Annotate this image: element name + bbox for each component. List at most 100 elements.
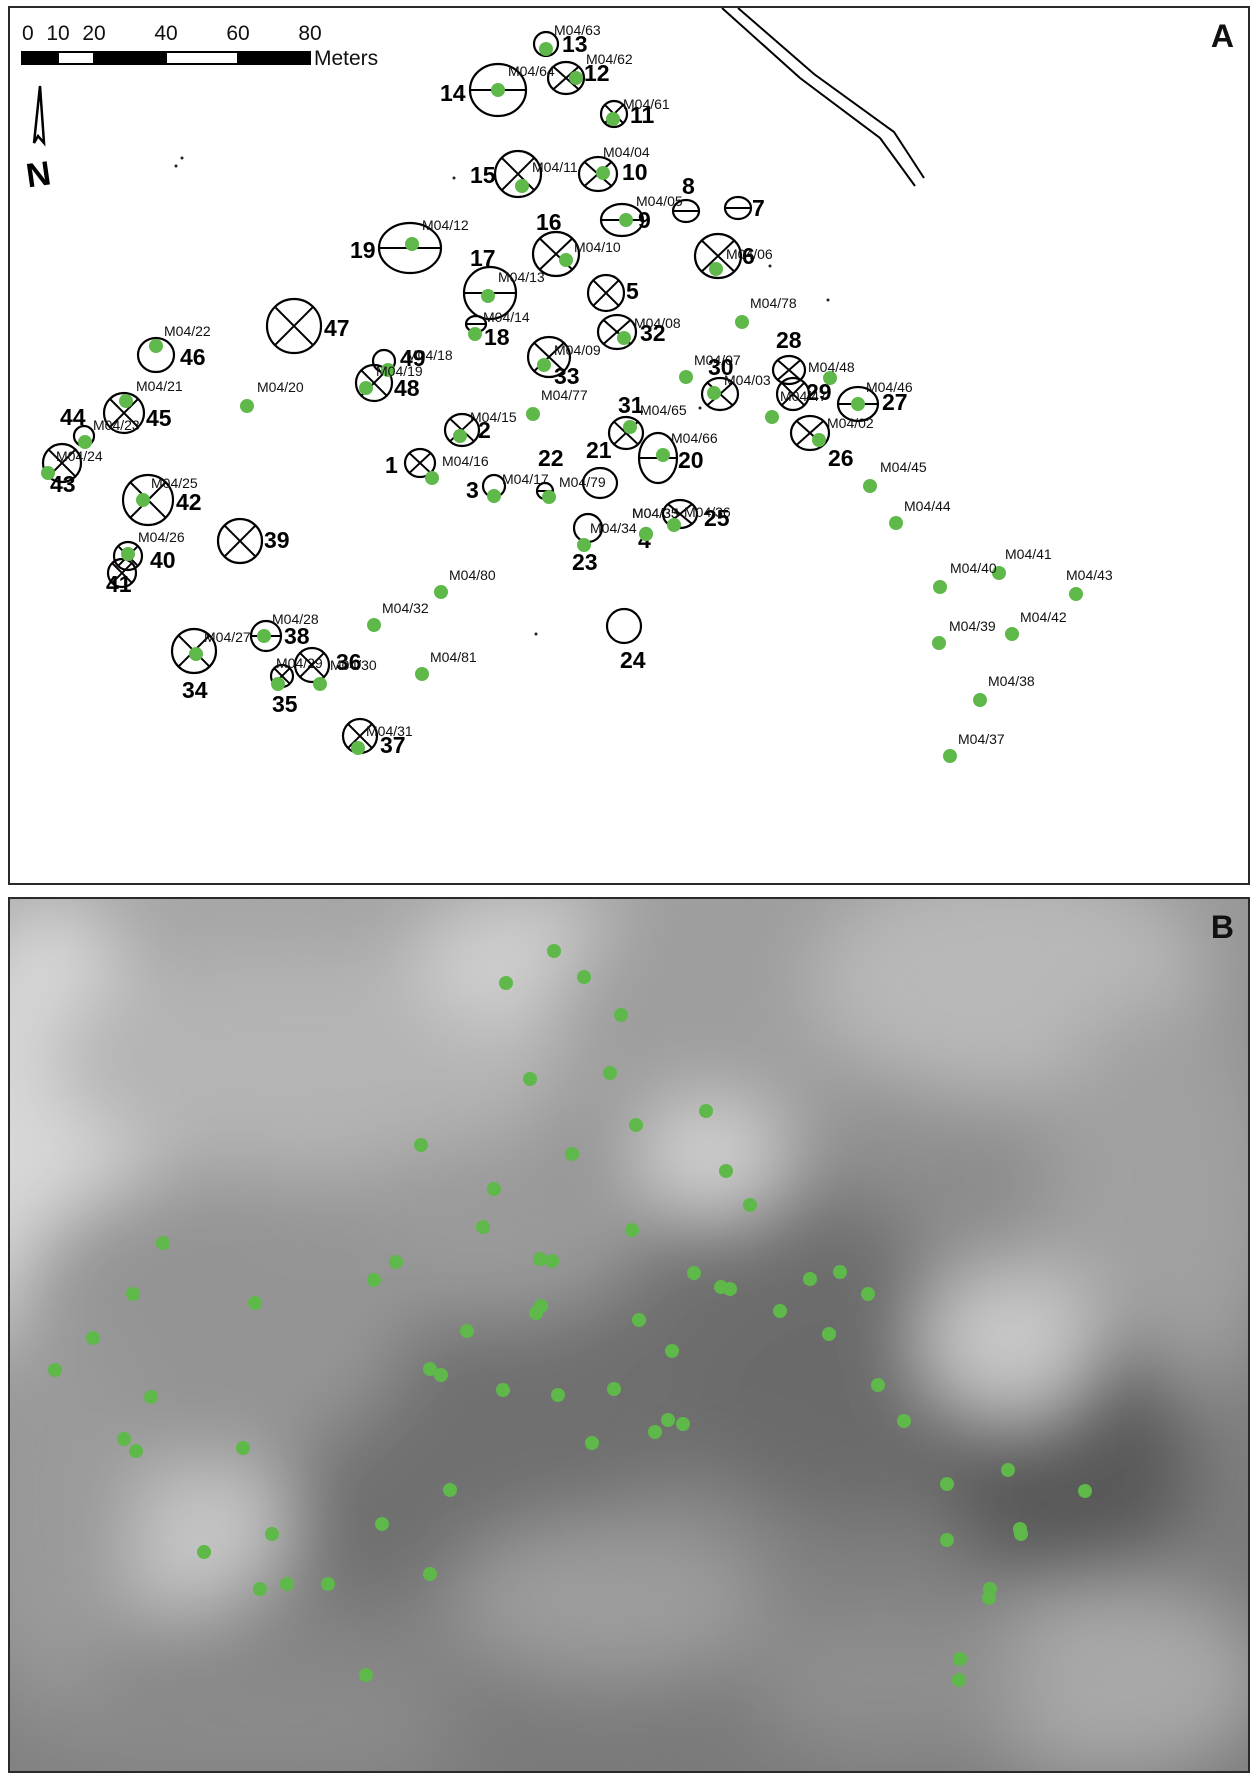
sample-point-marker [656, 448, 670, 462]
mound-number-label: 21 [586, 437, 612, 463]
sample-point-label: M04/09 [554, 342, 601, 358]
sample-point-marker [313, 677, 327, 691]
mound-outline [577, 155, 619, 193]
mound-symbol: 48 [354, 363, 420, 403]
mound-symbol: 39 [216, 517, 290, 565]
sample-point: M04/41 [992, 546, 1052, 580]
mound-number-label: 37 [380, 732, 406, 758]
sample-point-label: M04/46 [866, 379, 913, 395]
relief-blob [10, 1299, 140, 1699]
sample-point-marker [481, 289, 495, 303]
sample-point: M04/42 [1005, 609, 1067, 641]
sample-point-marker [973, 693, 987, 707]
scale-bar-segment [57, 51, 95, 65]
sample-point-marker [126, 1287, 140, 1301]
sample-point-label: M04/65 [640, 402, 687, 418]
sample-point-marker [434, 1368, 448, 1382]
mound-outline [596, 313, 638, 351]
sample-point: M04/16 [425, 453, 489, 485]
sample-point-marker [468, 327, 482, 341]
mound-number-label: 46 [180, 344, 206, 370]
sample-point-marker [280, 1577, 294, 1591]
mound-number-label: 27 [882, 389, 908, 415]
north-arrow-icon: N [24, 85, 53, 195]
mound-outline [493, 149, 543, 199]
mound-number-label: 32 [640, 320, 666, 346]
sample-point-marker [577, 970, 591, 984]
sample-point-marker [735, 315, 749, 329]
mound-outline [607, 415, 645, 451]
mound-cross-line [777, 359, 801, 381]
sample-point: M04/66 [656, 430, 718, 462]
scale-bar-segment [21, 51, 59, 65]
mound-outline [693, 232, 743, 280]
map-speck [698, 406, 702, 410]
scale-tick-label: 80 [298, 22, 321, 45]
relief-blob [920, 1259, 1100, 1419]
map-speck [174, 164, 178, 168]
mound-cross-line [408, 452, 432, 474]
sample-point-marker [719, 1164, 733, 1178]
mound-outline [121, 473, 175, 527]
mound-number-label: 13 [562, 31, 588, 57]
sample-point-marker [943, 749, 957, 763]
mound-number-label: 28 [776, 327, 802, 353]
sample-point: M04/02 [812, 415, 874, 447]
sample-point-marker [129, 1444, 143, 1458]
map-speck [452, 176, 456, 180]
sample-point-label: M04/81 [430, 649, 477, 665]
sample-point-label: M04/40 [950, 560, 997, 576]
mound-cross-line [603, 319, 631, 345]
sample-point-label: M04/25 [151, 475, 198, 491]
sample-point-marker [871, 1378, 885, 1392]
mound-number-label: 48 [394, 375, 420, 401]
mound-cross-line [347, 723, 373, 749]
mound-symbol: 1 [385, 447, 437, 479]
sample-point-label: M04/45 [880, 459, 927, 475]
sample-point-marker [453, 429, 467, 443]
sample-point: M04/32 [367, 600, 429, 632]
relief-blob [950, 1579, 1248, 1771]
sample-point-marker [1069, 587, 1083, 601]
sample-point-marker [78, 435, 92, 449]
sample-point-label: M04/14 [483, 309, 530, 325]
mound-cross-line [274, 306, 314, 346]
sample-point-marker [632, 1313, 646, 1327]
mound-number-label: 41 [106, 571, 132, 597]
sample-point-marker [248, 1296, 262, 1310]
sample-point-label: M04/66 [671, 430, 718, 446]
sample-points-layer: M04/63 M04/64 M04/62 M04/61 M04/11 M04/04 M04/… [41, 22, 1113, 763]
mound-number-label: 35 [272, 691, 298, 717]
sample-point-label: M04/05 [636, 193, 683, 209]
sample-point-marker [367, 1273, 381, 1287]
scale-tick-label: 0 [22, 22, 34, 45]
mound-outline [526, 335, 572, 379]
sample-points-layer-b [48, 944, 1092, 1687]
sample-point-label: M04/47 [780, 388, 827, 404]
sample-point-label: M04/30 [330, 657, 377, 673]
sample-point: M04/15 [453, 409, 517, 443]
sample-point-marker [619, 213, 633, 227]
sample-point-marker [699, 1104, 713, 1118]
sample-point-label: M04/77 [541, 387, 588, 403]
sample-point-marker [491, 83, 505, 97]
mound-outline [775, 376, 811, 412]
panel-letter-b: B [1210, 909, 1234, 945]
sample-point-marker [773, 1304, 787, 1318]
sample-point-label: M04/33 [632, 505, 679, 521]
road-edge-line [737, 8, 925, 179]
sample-point-marker [863, 479, 877, 493]
mound-outline [106, 557, 138, 589]
sample-point-label: M04/23 [93, 417, 140, 433]
relief-blob [330, 1139, 650, 1319]
mound-number-label: 19 [350, 237, 376, 263]
scale-bar-segment [93, 51, 167, 65]
sample-point-marker [851, 397, 865, 411]
sample-point: M04/47 [765, 388, 827, 424]
sample-point-marker [321, 1577, 335, 1591]
sample-point-marker [499, 976, 513, 990]
sample-point-marker [41, 466, 55, 480]
relief-blob [10, 1649, 530, 1771]
sample-point: M04/25 [136, 475, 198, 507]
